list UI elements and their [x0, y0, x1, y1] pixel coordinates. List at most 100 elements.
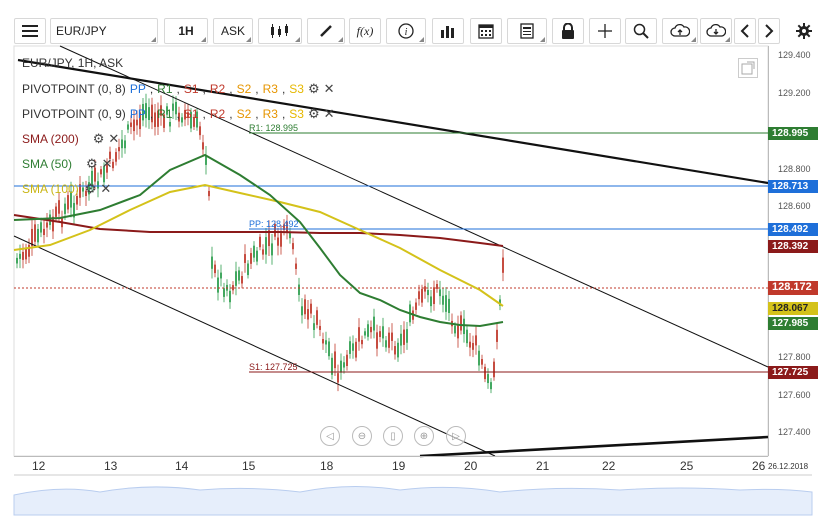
candle-body — [364, 331, 366, 336]
candle-body — [115, 152, 117, 162]
candle-body — [490, 382, 492, 390]
legend-pivot2[interactable]: PIVOTPOINT (0, 9) PP, R1, S1, R2, S2, R3… — [22, 106, 335, 121]
lock-icon — [562, 23, 574, 39]
menu-button[interactable] — [14, 18, 46, 44]
candle-body — [256, 250, 258, 262]
calendar-button[interactable] — [470, 18, 502, 44]
candle-body — [73, 202, 75, 218]
candle-body — [40, 222, 42, 233]
candle-body — [124, 140, 126, 149]
y-tick: 129.200 — [778, 88, 811, 98]
close-icon[interactable]: ✕ — [323, 106, 335, 121]
scroll-left-button[interactable]: ◁ — [320, 426, 340, 446]
pivot2-name: PIVOTPOINT (0, 9) — [22, 107, 126, 121]
zoom-in-button[interactable]: ⊕ — [414, 426, 434, 446]
candle-body — [232, 285, 234, 291]
candle-body — [499, 299, 501, 306]
trendline-bottom[interactable] — [419, 435, 769, 458]
gear-icon[interactable]: ⚙ — [307, 106, 320, 121]
candle-body — [202, 142, 204, 150]
instrument-label: EUR/JPY, 1H, ASK — [22, 56, 124, 70]
time-axis[interactable] — [14, 456, 768, 476]
template-button[interactable] — [507, 18, 547, 44]
close-icon[interactable]: ✕ — [323, 81, 335, 96]
gear-icon[interactable]: ⚙ — [84, 181, 97, 196]
chevron-left-icon: ◁ — [326, 430, 334, 442]
candle-body — [346, 354, 348, 366]
gear-icon — [796, 23, 812, 39]
candle-body — [76, 195, 78, 205]
chart-type-button[interactable] — [258, 18, 302, 44]
price-side-label: ASK — [220, 24, 245, 38]
scroll-right-button[interactable]: ▷ — [446, 426, 466, 446]
candle-body — [430, 296, 432, 307]
settings-button[interactable] — [788, 18, 820, 44]
reset-button[interactable]: ▯ — [383, 426, 403, 446]
candle-body — [268, 230, 270, 247]
candle-body — [385, 340, 387, 348]
upload-button[interactable] — [662, 18, 698, 44]
volume-button[interactable] — [432, 18, 464, 44]
candle-body — [325, 340, 327, 345]
drawing-tool-button[interactable] — [307, 18, 345, 44]
price-tag-sma100: 128.067 — [768, 302, 818, 315]
candle-body — [340, 360, 342, 373]
y-tick: 127.800 — [778, 352, 811, 362]
crosshair-button[interactable] — [589, 18, 621, 44]
price-tag-r2: 128.713 — [768, 180, 818, 193]
candlestick-icon — [271, 24, 288, 38]
expand-icon — [741, 61, 755, 75]
price-side-selector[interactable]: ASK — [213, 18, 253, 44]
legend-sma100[interactable]: SMA (100) ⚙ ✕ — [22, 181, 111, 197]
y-tick: 127.600 — [778, 390, 811, 400]
price-tag-sma50: 127.985 — [768, 317, 818, 330]
level-s2: S2 — [236, 82, 252, 96]
x-tick: 21 — [536, 459, 550, 473]
x-tick: 13 — [104, 459, 118, 473]
zoom-button[interactable] — [625, 18, 657, 44]
legend-sma200[interactable]: SMA (200) ⚙ ✕ — [22, 131, 119, 147]
x-tick: 22 — [602, 459, 616, 473]
prev-button[interactable] — [734, 18, 756, 44]
candle-body — [28, 244, 30, 257]
lock-button[interactable] — [552, 18, 584, 44]
candle-body — [445, 295, 447, 312]
legend-pivot1[interactable]: PIVOTPOINT (0, 8) PP, R1, S1, R2, S2, R3… — [22, 81, 335, 96]
legend-sma50[interactable]: SMA (50) ⚙ ✕ — [22, 156, 113, 172]
gear-icon[interactable]: ⚙ — [92, 131, 105, 146]
timeframe-label: 1H — [178, 24, 194, 38]
r1-annotation: R1: 128.995 — [249, 123, 299, 133]
candle-body — [295, 263, 297, 269]
indicators-button[interactable]: f(x) — [349, 18, 381, 44]
symbol-selector[interactable]: EUR/JPY — [50, 18, 158, 44]
candle-body — [262, 249, 264, 255]
channel-lower-line — [13, 235, 496, 457]
expand-button[interactable] — [738, 58, 758, 78]
info-button[interactable]: i — [386, 18, 426, 44]
level-r1: R1 — [157, 82, 173, 96]
timeframe-selector[interactable]: 1H — [164, 18, 208, 44]
close-icon[interactable]: ✕ — [101, 156, 113, 171]
y-tick: 128.600 — [778, 201, 811, 211]
candle-body — [406, 329, 408, 343]
gear-icon[interactable]: ⚙ — [86, 156, 98, 171]
candle-body — [487, 374, 489, 384]
close-icon[interactable]: ✕ — [100, 181, 112, 196]
candle-body — [334, 351, 336, 369]
x-tick: 19 — [392, 459, 406, 473]
candle-body — [451, 320, 453, 327]
price-tag-current: 128.172 — [768, 281, 818, 295]
close-icon[interactable]: ✕ — [108, 131, 120, 146]
download-button[interactable] — [700, 18, 732, 44]
gear-icon[interactable]: ⚙ — [307, 81, 320, 96]
candle-body — [313, 323, 315, 331]
candle-body — [247, 263, 249, 276]
candle-body — [58, 200, 60, 214]
zoom-out-button[interactable]: ⊖ — [352, 426, 372, 446]
candle-body — [292, 243, 294, 250]
candle-body — [271, 243, 273, 256]
next-button[interactable] — [758, 18, 780, 44]
candle-body — [199, 126, 201, 136]
price-tag-sma200: 128.392 — [768, 240, 818, 253]
